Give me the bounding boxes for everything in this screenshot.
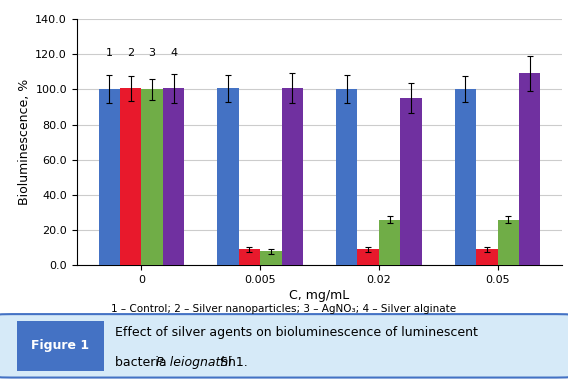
Bar — [260, 251, 282, 265]
Bar — [519, 74, 540, 265]
Text: Figure 1: Figure 1 — [31, 339, 90, 352]
Bar — [141, 89, 163, 265]
Text: Sh1.: Sh1. — [216, 356, 248, 369]
Text: Effect of silver agents on bioluminescence of luminescent: Effect of silver agents on bioluminescen… — [115, 326, 478, 340]
Bar — [357, 249, 379, 265]
Bar — [400, 98, 421, 265]
Bar — [99, 89, 120, 265]
Bar — [120, 88, 141, 265]
X-axis label: C, mg/mL: C, mg/mL — [289, 289, 350, 302]
Text: 3: 3 — [149, 48, 156, 58]
Bar — [455, 89, 476, 265]
Bar — [163, 88, 184, 265]
Text: 1: 1 — [106, 48, 113, 58]
Bar — [336, 89, 357, 265]
FancyBboxPatch shape — [17, 321, 104, 371]
Text: 4: 4 — [170, 48, 177, 58]
Bar — [379, 219, 400, 265]
FancyBboxPatch shape — [0, 314, 568, 377]
Text: P. leiognathi: P. leiognathi — [156, 356, 232, 369]
Bar — [498, 219, 519, 265]
Text: bacteria: bacteria — [115, 356, 170, 369]
Bar — [239, 249, 260, 265]
Text: 2: 2 — [127, 48, 135, 58]
Bar — [282, 88, 303, 265]
Y-axis label: Bioluminescence, %: Bioluminescence, % — [18, 79, 31, 205]
Text: 1 – Control; 2 – Silver nanoparticles; 3 – AgNO₃; 4 – Silver alginate: 1 – Control; 2 – Silver nanoparticles; 3… — [111, 304, 457, 314]
Bar — [476, 249, 498, 265]
Bar — [218, 88, 239, 265]
